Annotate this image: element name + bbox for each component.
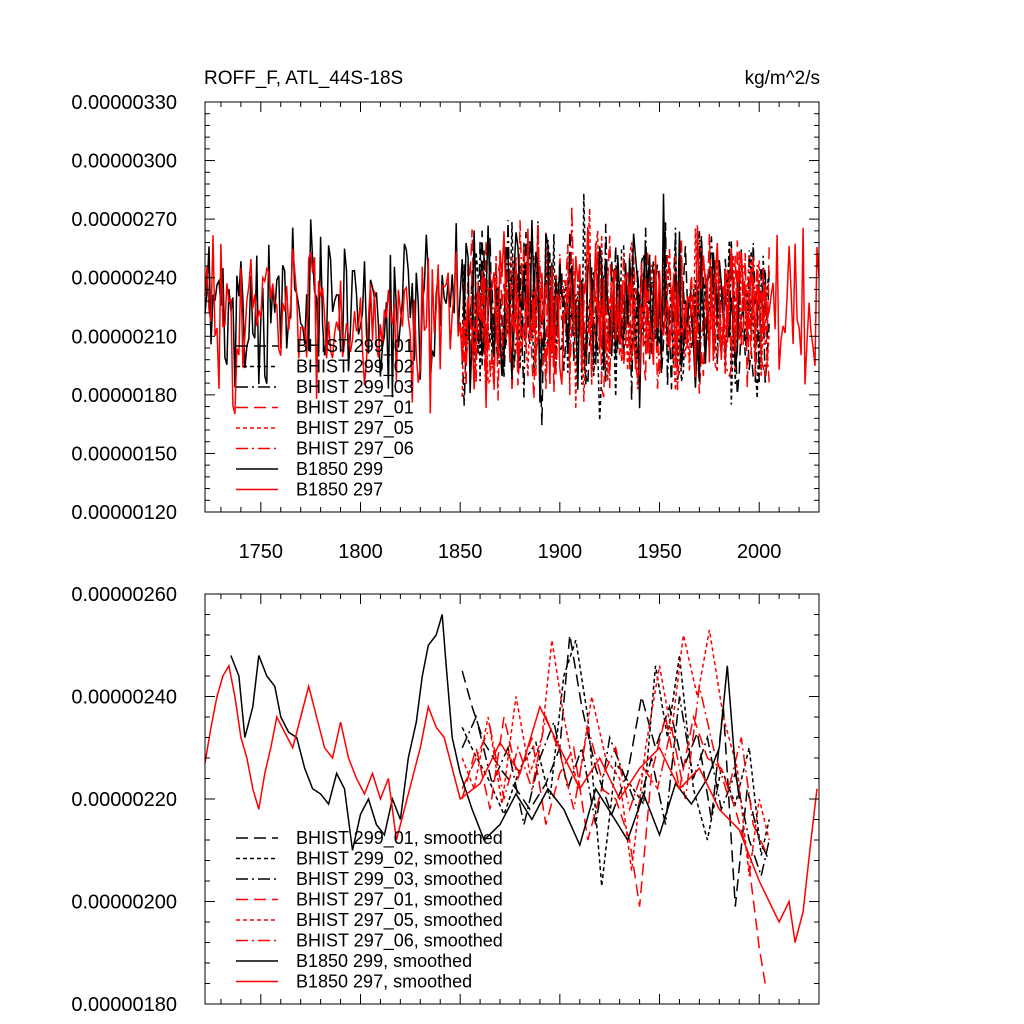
legend-label: B1850 299 <box>296 459 383 479</box>
top-panel-series <box>204 193 820 426</box>
x-tick-label: 1850 <box>438 541 483 563</box>
series-line-7 <box>204 663 818 943</box>
legend-label: BHIST 299_02, smoothed <box>296 849 503 870</box>
legend-label: BHIST 299_01 <box>296 336 414 357</box>
bottom-panel-axes: 0.00000180 0.00000200 0.00000220 0.00000240… <box>71 584 819 1016</box>
x-tick-label: 2000 <box>737 541 782 563</box>
legend-label: BHIST 297_05, smoothed <box>296 910 503 931</box>
top-panel: ROFF_F, ATL_44S-18S kg/m^2/s 0.000001200… <box>71 68 820 563</box>
series-line-0 <box>461 634 770 907</box>
legend-label: BHIST 297_01 <box>296 398 414 419</box>
y-tick-label: 0.00000330 <box>71 92 177 114</box>
series-line-4 <box>461 629 770 876</box>
legend-label: BHIST 297_06, smoothed <box>296 931 503 952</box>
y-tick-label: 0.00000120 <box>71 502 177 524</box>
x-tick-label: 1950 <box>637 541 682 563</box>
series-line-5 <box>461 686 766 851</box>
y-tick-label: 0.00000150 <box>71 443 177 465</box>
top-panel-title: ROFF_F, ATL_44S-18S <box>204 68 403 89</box>
legend-label: BHIST 297_05 <box>296 418 414 439</box>
series-line-6 <box>230 614 741 851</box>
legend-label: BHIST 299_03 <box>296 377 414 398</box>
x-tick-label: 1750 <box>239 541 284 563</box>
bottom-panel: 0.00000180 0.00000200 0.00000220 0.00000240… <box>71 584 820 1016</box>
y-tick-label: 0.00000180 <box>71 385 177 407</box>
y-tick-label: 0.00000240 <box>71 687 177 709</box>
legend-label: B1850 297 <box>296 480 383 500</box>
y-tick-label: 0.00000180 <box>71 994 177 1016</box>
legend-label: BHIST 299_01, smoothed <box>296 828 503 849</box>
y-tick-label: 0.00000300 <box>71 151 177 173</box>
x-tick-label: 1800 <box>338 541 383 563</box>
bottom-panel-series <box>204 614 818 984</box>
series-line-1 <box>461 639 770 887</box>
y-tick-label: 0.00000240 <box>71 268 177 290</box>
top-panel-units: kg/m^2/s <box>745 68 820 89</box>
legend-label: BHIST 297_06 <box>296 439 414 460</box>
legend-label: BHIST 299_02 <box>296 357 414 378</box>
series-line-7 <box>204 225 820 415</box>
y-tick-label: 0.00000200 <box>71 892 177 914</box>
x-tick-label: 1900 <box>538 541 583 563</box>
series-line-3 <box>461 714 766 984</box>
legend-label: BHIST 297_01, smoothed <box>296 890 503 911</box>
y-tick-label: 0.00000220 <box>71 789 177 811</box>
legend-label: B1850 297, smoothed <box>296 972 472 992</box>
y-tick-label: 0.00000210 <box>71 326 177 348</box>
top-panel-axes: 0.00000120 0.00000150 0.00000180 0.00000210… <box>71 92 819 563</box>
y-tick-label: 0.00000260 <box>71 584 177 606</box>
legend-label: BHIST 299_03, smoothed <box>296 869 503 890</box>
top-panel-frame <box>204 101 820 513</box>
series-line-5 <box>461 206 770 401</box>
legend-label: B1850 299, smoothed <box>296 951 472 971</box>
y-tick-label: 0.00000270 <box>71 209 177 231</box>
